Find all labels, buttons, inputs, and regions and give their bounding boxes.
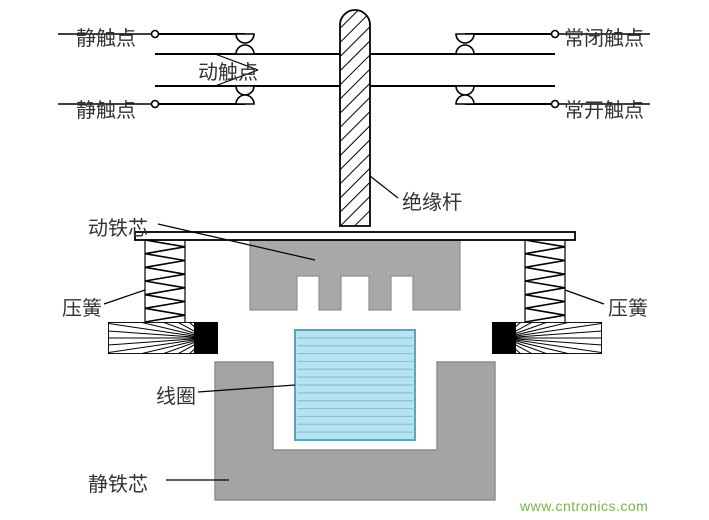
- contact-half-d-icon: [456, 95, 474, 104]
- leader-line: [370, 176, 398, 198]
- label-normally-open: 常开触点: [564, 94, 644, 123]
- label-static-contact-top-left: 静触点: [76, 22, 136, 51]
- insulating-rod: [340, 10, 370, 226]
- label-moving-core: 动铁芯: [88, 212, 148, 241]
- contact-half-d-icon: [236, 34, 254, 43]
- contact-half-d-icon: [236, 45, 254, 54]
- contact-half-d-icon: [236, 95, 254, 104]
- label-insulating-rod: 绝缘杆: [402, 186, 462, 215]
- label-normally-closed: 常闭触点: [564, 22, 644, 51]
- label-static-contact-bot-left: 静触点: [76, 94, 136, 123]
- terminal-dot-icon: [152, 101, 159, 108]
- terminal-dot-icon: [552, 31, 559, 38]
- moving-core: [250, 240, 460, 310]
- label-moving-contact: 动触点: [198, 56, 258, 85]
- label-static-core: 静铁芯: [88, 468, 148, 497]
- leader-line: [565, 290, 604, 304]
- terminal-dot-icon: [552, 101, 559, 108]
- label-spring-right: 压簧: [608, 292, 648, 321]
- contact-half-d-icon: [456, 45, 474, 54]
- spring-pad: [492, 296, 624, 379]
- contact-half-d-icon: [456, 86, 474, 95]
- spring: [145, 240, 185, 322]
- watermark: www.cntronics.com: [520, 498, 648, 514]
- spring: [525, 240, 565, 322]
- label-coil: 线圈: [156, 380, 196, 409]
- contact-half-d-icon: [456, 34, 474, 43]
- armature-plate: [135, 232, 575, 240]
- contact-half-d-icon: [236, 86, 254, 95]
- terminal-dot-icon: [152, 31, 159, 38]
- leader-line: [104, 290, 145, 304]
- label-spring-left: 压簧: [62, 292, 102, 321]
